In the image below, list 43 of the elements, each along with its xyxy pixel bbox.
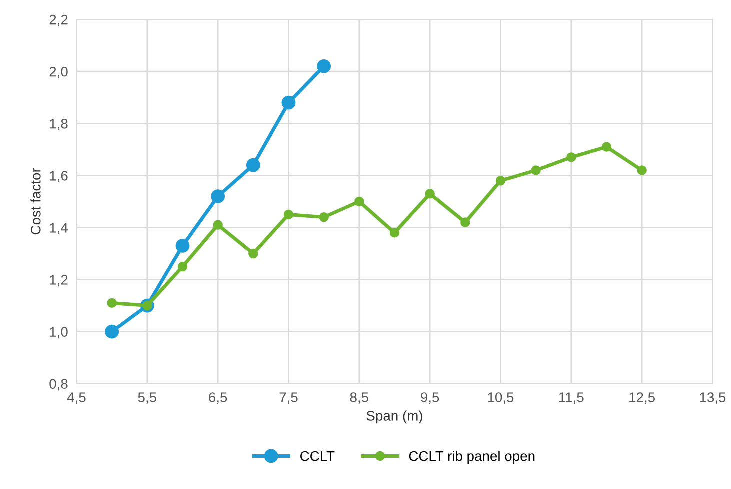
x-tick-label: 12,5 <box>630 392 655 404</box>
point <box>176 239 190 253</box>
point <box>496 176 506 186</box>
x-tick-label: 5,5 <box>138 392 156 404</box>
y-tick-label: 0,8 <box>50 379 68 391</box>
point <box>211 190 226 204</box>
point <box>246 158 260 172</box>
point <box>602 142 612 152</box>
point <box>319 212 329 222</box>
x-tick-label: 10,5 <box>488 392 514 404</box>
point <box>425 189 435 199</box>
x-axis-title: Span (m) <box>366 410 422 424</box>
y-tick-label: 1,6 <box>50 171 68 182</box>
y-axis-title: Cost factor <box>30 168 41 235</box>
x-tick-label: 6,5 <box>209 392 228 404</box>
point <box>531 166 541 176</box>
x-tick-label: 7,5 <box>280 392 298 404</box>
point <box>178 262 188 272</box>
point <box>284 210 294 220</box>
y-tick-label: 1,0 <box>50 327 68 339</box>
point <box>282 96 296 110</box>
point <box>637 166 647 176</box>
x-tick-label: 9,5 <box>421 392 440 404</box>
point <box>317 59 332 74</box>
x-tick-label: 11,5 <box>559 392 584 404</box>
x-tick-label: 8,5 <box>350 392 368 404</box>
y-tick-label: 1,4 <box>50 223 68 235</box>
point <box>105 324 120 339</box>
point <box>354 196 364 207</box>
y-tick-label: 1,8 <box>50 118 68 130</box>
point <box>107 298 117 308</box>
x-tick-label: 4,5 <box>67 392 86 404</box>
y-tick-label: 1,2 <box>50 275 68 287</box>
x-tick-label: 13,5 <box>700 392 726 404</box>
y-tick-label: 2,0 <box>50 66 68 78</box>
legend-label: CCLT <box>300 451 335 462</box>
point <box>566 152 576 162</box>
point <box>248 248 258 259</box>
point <box>460 218 470 228</box>
point <box>390 228 400 238</box>
point <box>213 220 223 230</box>
y-tick-label: 2,2 <box>50 14 68 26</box>
legend-label: CCLT rib panel open <box>409 451 535 464</box>
